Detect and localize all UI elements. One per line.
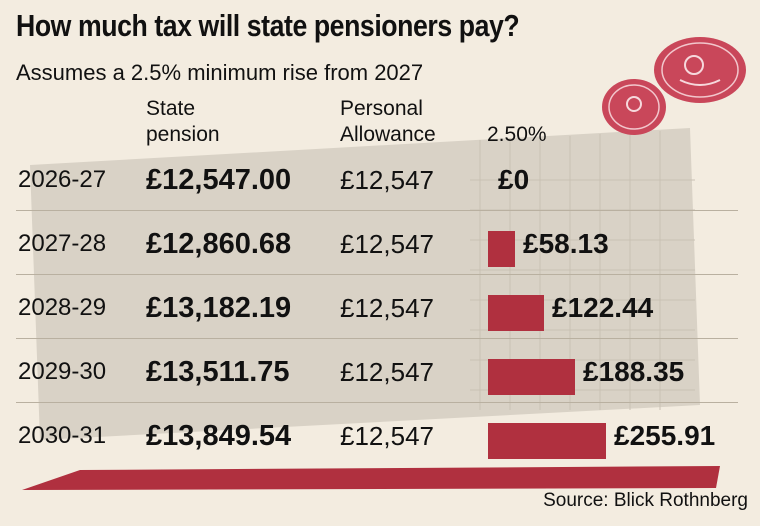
row-divider bbox=[16, 210, 738, 211]
row-personal-allowance: £12,547 bbox=[340, 357, 434, 387]
table-row: 2029-30 £13,511.75 £12,547 £188.35 bbox=[0, 342, 760, 406]
pound-coin-large-icon bbox=[654, 37, 746, 103]
decorative-ribbon bbox=[22, 466, 720, 490]
header-personal-allowance: Personal Allowance bbox=[340, 96, 436, 148]
chart-title: How much tax will state pensioners pay? bbox=[16, 8, 520, 43]
row-divider bbox=[16, 338, 738, 339]
row-state-pension: £13,511.75 bbox=[146, 356, 290, 388]
table-row: 2026-27 £12,547.00 £12,547 £0 bbox=[0, 150, 760, 214]
header-personal-allowance-line2: Allowance bbox=[340, 123, 436, 146]
source-credit: Source: Blick Rothnberg bbox=[543, 490, 748, 511]
table-row: 2028-29 £13,182.19 £12,547 £122.44 bbox=[0, 278, 760, 342]
tax-value-label: £0 bbox=[498, 164, 530, 195]
tax-value-label: £58.13 bbox=[523, 228, 609, 259]
tax-value-label: £188.35 bbox=[583, 356, 685, 387]
header-personal-allowance-line1: Personal bbox=[340, 97, 423, 120]
row-personal-allowance: £12,547 bbox=[340, 229, 434, 259]
tax-bar bbox=[488, 295, 544, 331]
header-state-pension: State pension bbox=[146, 96, 220, 148]
row-personal-allowance: £12,547 bbox=[340, 165, 434, 195]
row-year: 2026-27 bbox=[18, 166, 107, 193]
pound-coin-small-icon bbox=[602, 79, 666, 135]
row-personal-allowance: £12,547 bbox=[340, 421, 434, 451]
row-year: 2027-28 bbox=[18, 230, 107, 257]
tax-bar bbox=[488, 231, 515, 267]
row-state-pension: £13,182.19 bbox=[146, 292, 292, 324]
table-row: 2027-28 £12,860.68 £12,547 £58.13 bbox=[0, 214, 760, 278]
tax-bar bbox=[488, 423, 606, 459]
row-year: 2028-29 bbox=[18, 294, 107, 321]
row-state-pension: £13,849.54 bbox=[146, 420, 292, 452]
row-personal-allowance: £12,547 bbox=[340, 293, 434, 323]
row-divider bbox=[16, 402, 738, 403]
row-state-pension: £12,547.00 bbox=[146, 164, 292, 196]
row-year: 2029-30 bbox=[18, 358, 107, 385]
tax-value-label: £255.91 bbox=[614, 420, 716, 451]
row-year: 2030-31 bbox=[18, 422, 107, 449]
tax-value-label: £122.44 bbox=[552, 292, 654, 323]
row-state-pension: £12,860.68 bbox=[146, 228, 292, 260]
tax-bar bbox=[488, 359, 575, 395]
header-state-pension-line2: pension bbox=[146, 123, 220, 146]
header-state-pension-line1: State bbox=[146, 97, 196, 120]
row-divider bbox=[16, 274, 738, 275]
chart-subtitle: Assumes a 2.5% minimum rise from 2027 bbox=[16, 60, 424, 85]
header-tax-rate: 2.50% bbox=[487, 123, 547, 146]
table-row: 2030-31 £13,849.54 £12,547 £255.91 bbox=[0, 406, 760, 470]
